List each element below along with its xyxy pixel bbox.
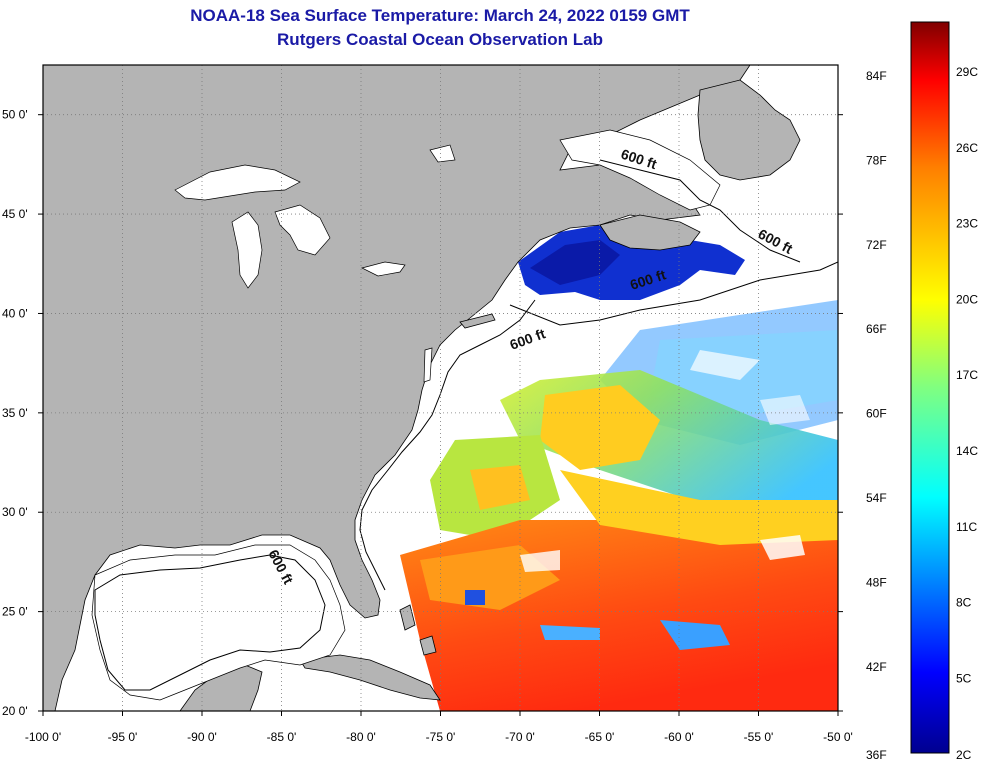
colorbar-celsius-label: 14C [956,444,978,458]
colorbar-celsius-label: 5C [956,671,972,685]
colorbar-gradient [910,21,950,754]
latitude-tick-label: 50 0' [2,108,28,122]
map-title: NOAA-18 Sea Surface Temperature: March 2… [190,6,690,25]
latitude-tick-label: 45 0' [2,207,28,221]
colorbar-fahrenheit-label: 78F [866,153,887,167]
latitude-tick-label: 20 0' [2,704,28,718]
latitude-tick-label: 25 0' [2,605,28,619]
colorbar-celsius-label: 23C [956,217,978,231]
longitude-tick-label: -100 0' [25,730,61,744]
colorbar-celsius-label: 29C [956,65,978,79]
longitude-tick-label: -55 0' [744,730,774,744]
colorbar-celsius-label: 2C [956,748,972,762]
latitude-tick-label: 40 0' [2,306,28,320]
colorbar-celsius-label: 20C [956,292,978,306]
colorbar-fahrenheit-label: 54F [866,491,887,505]
colorbar-fahrenheit-label: 42F [866,660,887,674]
longitude-tick-label: -60 0' [664,730,694,744]
longitude-tick-label: -75 0' [426,730,456,744]
longitude-tick-label: -80 0' [346,730,376,744]
colorbar-fahrenheit-label: 84F [866,69,887,83]
map-subtitle: Rutgers Coastal Ocean Observation Lab [277,30,603,49]
axis-labels: -100 0' -95 0' -90 0' -85 0' -80 0' -75 0' -70… [2,108,853,744]
colorbar-fahrenheit-label: 60F [866,407,887,421]
land-layer [43,65,801,711]
colorbar-celsius-label: 17C [956,368,978,382]
colorbar-fahrenheit-label: 66F [866,322,887,336]
colorbar-fahrenheit-label: 48F [866,575,887,589]
colorbar-celsius-label: 11C [956,520,977,534]
colorbar-fahrenheit-label: 36F [866,748,887,762]
longitude-tick-label: -50 0' [823,730,853,744]
longitude-tick-label: -85 0' [267,730,297,744]
colorbar-fahrenheit-label: 72F [866,238,887,252]
longitude-tick-label: -95 0' [108,730,138,744]
colorbar: 84F 78F 72F 66F 60F 54F 48F 42F 36F 29C 26C 23C 20C 1… [866,21,978,762]
latitude-tick-label: 35 0' [2,406,28,420]
isobath-lines [94,159,838,691]
graticule [43,65,838,711]
longitude-tick-label: -70 0' [505,730,535,744]
latitude-tick-label: 30 0' [2,505,28,519]
colorbar-celsius-label: 26C [956,141,978,155]
colorbar-celsius-label: 8C [956,596,972,610]
longitude-tick-label: -65 0' [585,730,615,744]
longitude-tick-label: -90 0' [187,730,217,744]
